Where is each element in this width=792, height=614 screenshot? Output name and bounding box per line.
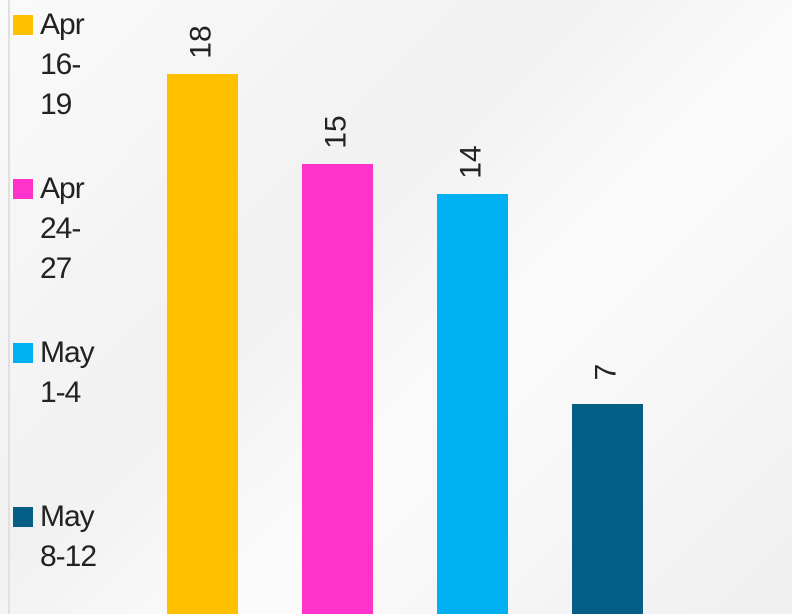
legend-swatch <box>13 507 33 527</box>
bar <box>437 194 508 614</box>
legend-label: May 8-12 <box>40 500 97 573</box>
bar <box>302 164 373 614</box>
value-label: 18 <box>184 25 217 58</box>
value-label: 14 <box>454 145 487 178</box>
legend-swatch <box>13 343 33 363</box>
legend-swatch <box>13 15 33 35</box>
value-label: 15 <box>319 115 352 148</box>
legend-label: Apr 16-19 <box>40 8 85 121</box>
legend-label: May 1-4 <box>40 336 95 409</box>
axis-line <box>8 0 10 614</box>
bar <box>167 74 238 614</box>
bar <box>572 404 643 614</box>
value-label: 7 <box>589 364 622 381</box>
legend-label: Apr 24-27 <box>40 172 85 285</box>
legend-swatch <box>13 179 33 199</box>
